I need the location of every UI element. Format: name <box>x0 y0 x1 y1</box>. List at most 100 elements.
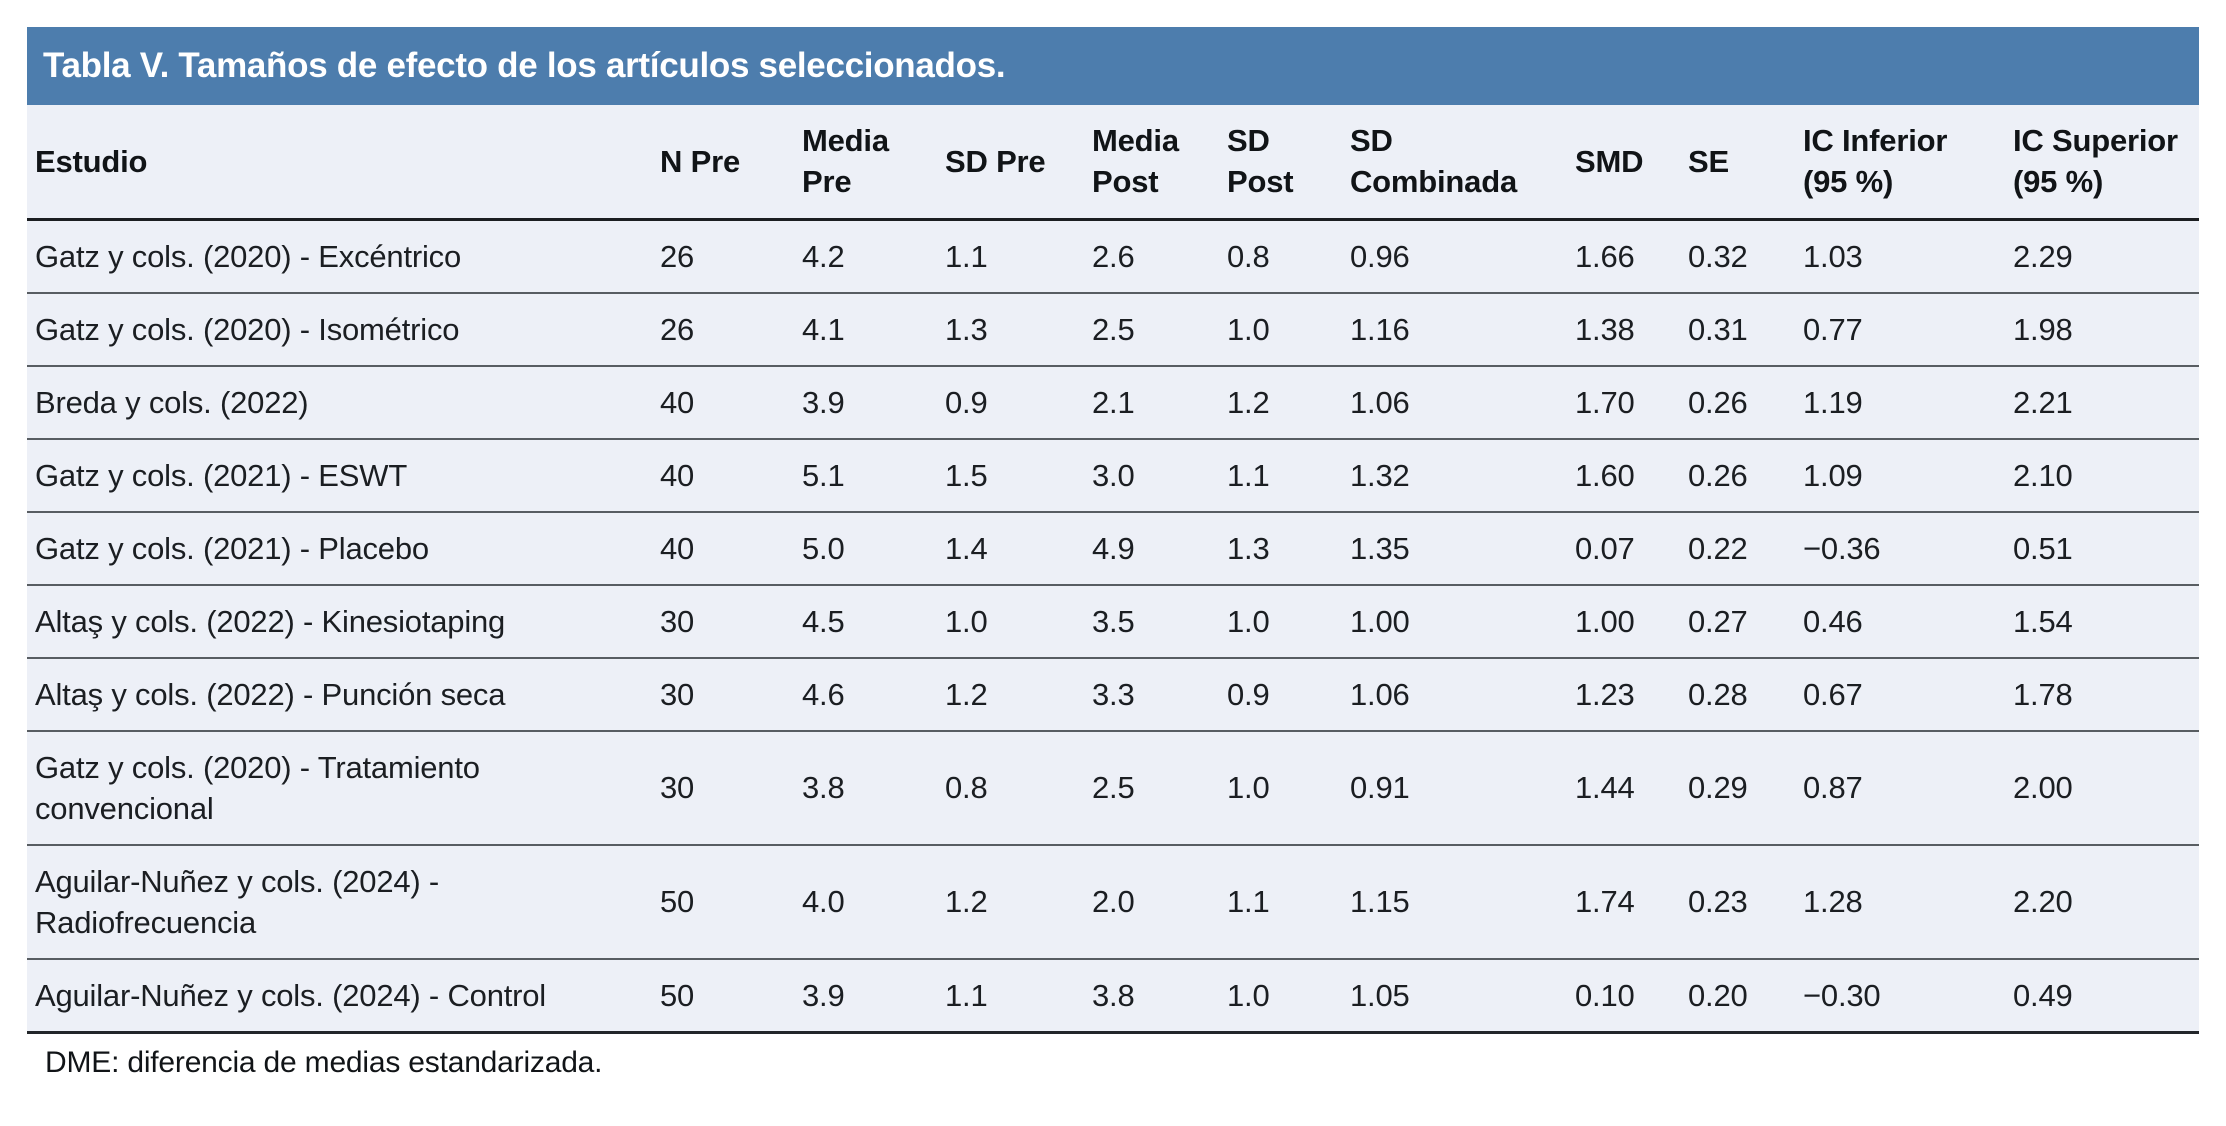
cell-estudio: Gatz y cols. (2021) - ESWT <box>27 438 640 513</box>
table-row: Gatz y cols. (2020) - Excéntrico 26 4.2 1.1… <box>27 219 2199 294</box>
cell-media-post: 3.0 <box>1072 438 1207 513</box>
cell-sd-pre: 1.1 <box>925 219 1072 294</box>
cell-media-pre: 5.1 <box>782 438 925 513</box>
cell-media-pre: 4.5 <box>782 584 925 659</box>
cell-n-pre: 40 <box>640 438 782 513</box>
cell-ic-superior: 2.21 <box>1993 365 2199 440</box>
col-header-estudio: Estudio <box>27 105 640 221</box>
cell-media-post: 2.1 <box>1072 365 1207 440</box>
table-row: Gatz y cols. (2021) - Placebo 40 5.0 1.4 4.9… <box>27 511 2199 586</box>
table-title-bar: Tabla V. Tamaños de efecto de los artícu… <box>27 27 2199 105</box>
cell-sd-pre: 1.2 <box>925 844 1072 960</box>
cell-se: 0.29 <box>1668 730 1783 846</box>
cell-media-pre: 5.0 <box>782 511 925 586</box>
cell-se: 0.32 <box>1668 219 1783 294</box>
cell-ic-superior: 2.29 <box>1993 219 2199 294</box>
cell-ic-superior: 2.10 <box>1993 438 2199 513</box>
cell-sd-pre: 0.8 <box>925 730 1072 846</box>
table-row: Altaş y cols. (2022) - Punción seca 30 4.6… <box>27 657 2199 732</box>
table-footnote: DME: diferencia de medias estandarizada. <box>45 1045 603 1079</box>
cell-n-pre: 50 <box>640 844 782 960</box>
cell-sd-post: 0.8 <box>1207 219 1330 294</box>
effect-size-table: Tabla V. Tamaños de efecto de los artícu… <box>27 27 2199 1080</box>
data-table: Estudio N Pre Media Pre SD Pre Media Pos… <box>27 105 2199 1034</box>
cell-se: 0.23 <box>1668 844 1783 960</box>
cell-estudio: Altaş y cols. (2022) - Kinesiotaping <box>27 584 640 659</box>
cell-smd: 1.66 <box>1555 219 1668 294</box>
cell-estudio: Aguilar-Nuñez y cols. (2024) - Control <box>27 958 640 1034</box>
col-header-smd: SMD <box>1555 105 1668 221</box>
cell-sd-combinada: 1.15 <box>1330 844 1555 960</box>
cell-sd-combinada: 1.00 <box>1330 584 1555 659</box>
table-row: Gatz y cols. (2020) - Tratamiento conven… <box>27 730 2199 846</box>
table-row: Gatz y cols. (2021) - ESWT 40 5.1 1.5 3.0 1.1… <box>27 438 2199 513</box>
cell-sd-post: 0.9 <box>1207 657 1330 732</box>
cell-ic-superior: 1.78 <box>1993 657 2199 732</box>
cell-ic-inferior: 0.46 <box>1783 584 1993 659</box>
cell-sd-post: 1.0 <box>1207 730 1330 846</box>
cell-n-pre: 40 <box>640 511 782 586</box>
cell-se: 0.27 <box>1668 584 1783 659</box>
cell-sd-combinada: 0.91 <box>1330 730 1555 846</box>
col-header-sd-post: SD Post <box>1207 105 1330 221</box>
cell-media-pre: 3.9 <box>782 958 925 1034</box>
cell-media-post: 2.0 <box>1072 844 1207 960</box>
cell-ic-inferior: 1.28 <box>1783 844 1993 960</box>
cell-media-post: 2.6 <box>1072 219 1207 294</box>
cell-sd-combinada: 1.16 <box>1330 292 1555 367</box>
cell-smd: 1.70 <box>1555 365 1668 440</box>
cell-n-pre: 30 <box>640 657 782 732</box>
cell-ic-superior: 0.51 <box>1993 511 2199 586</box>
table-row: Aguilar-Nuñez y cols. (2024) - Control 50… <box>27 958 2199 1034</box>
cell-smd: 0.07 <box>1555 511 1668 586</box>
cell-media-pre: 4.2 <box>782 219 925 294</box>
cell-ic-inferior: 1.03 <box>1783 219 1993 294</box>
cell-ic-inferior: 1.09 <box>1783 438 1993 513</box>
cell-sd-combinada: 1.35 <box>1330 511 1555 586</box>
cell-sd-pre: 1.2 <box>925 657 1072 732</box>
cell-se: 0.31 <box>1668 292 1783 367</box>
cell-sd-post: 1.3 <box>1207 511 1330 586</box>
cell-media-post: 4.9 <box>1072 511 1207 586</box>
cell-ic-inferior: 0.77 <box>1783 292 1993 367</box>
table-row: Altaş y cols. (2022) - Kinesiotaping 30 4.… <box>27 584 2199 659</box>
cell-ic-superior: 2.20 <box>1993 844 2199 960</box>
cell-sd-pre: 0.9 <box>925 365 1072 440</box>
cell-sd-pre: 1.0 <box>925 584 1072 659</box>
cell-media-pre: 4.6 <box>782 657 925 732</box>
cell-estudio: Altaş y cols. (2022) - Punción seca <box>27 657 640 732</box>
cell-estudio: Gatz y cols. (2021) - Placebo <box>27 511 640 586</box>
cell-sd-pre: 1.1 <box>925 958 1072 1034</box>
cell-ic-inferior: 0.87 <box>1783 730 1993 846</box>
col-header-n-pre: N Pre <box>640 105 782 221</box>
table-row: Breda y cols. (2022) 40 3.9 0.9 2.1 1.2 1.06 1.… <box>27 365 2199 440</box>
cell-sd-post: 1.0 <box>1207 958 1330 1034</box>
cell-ic-inferior: −0.30 <box>1783 958 1993 1034</box>
cell-ic-inferior: −0.36 <box>1783 511 1993 586</box>
cell-sd-post: 1.2 <box>1207 365 1330 440</box>
cell-sd-combinada: 1.05 <box>1330 958 1555 1034</box>
cell-media-post: 2.5 <box>1072 292 1207 367</box>
col-header-se: SE <box>1668 105 1783 221</box>
cell-sd-post: 1.0 <box>1207 292 1330 367</box>
table-row: Aguilar-Nuñez y cols. (2024) - Radiofrec… <box>27 844 2199 960</box>
col-header-media-pre: Media Pre <box>782 105 925 221</box>
cell-media-post: 2.5 <box>1072 730 1207 846</box>
cell-n-pre: 30 <box>640 730 782 846</box>
header-row: Estudio N Pre Media Pre SD Pre Media Pos… <box>27 105 2199 221</box>
cell-se: 0.28 <box>1668 657 1783 732</box>
col-header-sd-combinada: SD Combinada <box>1330 105 1555 221</box>
cell-se: 0.26 <box>1668 365 1783 440</box>
cell-estudio: Breda y cols. (2022) <box>27 365 640 440</box>
cell-sd-pre: 1.5 <box>925 438 1072 513</box>
col-header-sd-pre: SD Pre <box>925 105 1072 221</box>
cell-se: 0.26 <box>1668 438 1783 513</box>
cell-sd-combinada: 0.96 <box>1330 219 1555 294</box>
cell-ic-inferior: 0.67 <box>1783 657 1993 732</box>
cell-sd-post: 1.1 <box>1207 438 1330 513</box>
cell-n-pre: 26 <box>640 292 782 367</box>
cell-n-pre: 30 <box>640 584 782 659</box>
cell-sd-post: 1.0 <box>1207 584 1330 659</box>
cell-smd: 1.00 <box>1555 584 1668 659</box>
